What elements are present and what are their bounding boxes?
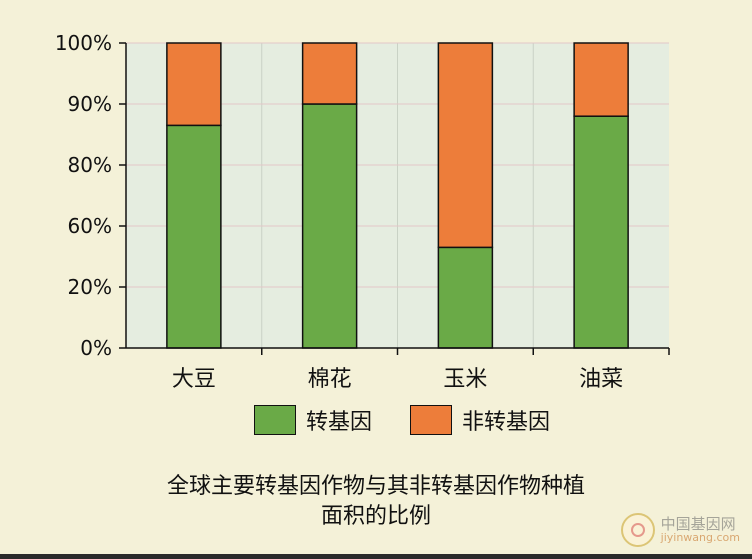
x-tick-label: 油菜 xyxy=(579,367,623,392)
tick-labels: 0% 20% 60% 80% 90% 100% 大豆 棉花 玉米 油菜 xyxy=(55,31,623,392)
caption-line-1: 全球主要转基因作物与其非转基因作物种植 xyxy=(166,474,585,499)
x-tick-label: 大豆 xyxy=(172,367,216,392)
bar-segment-gm xyxy=(573,115,629,349)
chart: 0% 20% 60% 80% 90% 100% 大豆 棉花 玉米 油菜 xyxy=(55,31,670,392)
x-tick-label: 玉米 xyxy=(443,367,487,392)
legend-item-gm: 转基因 xyxy=(254,404,372,436)
bar-segment-gm xyxy=(166,124,222,349)
y-tick-label: 20% xyxy=(68,275,112,299)
bar-segment-non-gm xyxy=(166,42,222,127)
legend: 转基因 非转基因 xyxy=(254,404,588,436)
y-tick-label: 90% xyxy=(68,92,112,116)
bar-segment-non-gm xyxy=(437,42,494,249)
watermark: 中国基因网 jiyinwang.com xyxy=(620,513,740,547)
watermark-url: jiyinwang.com xyxy=(660,531,740,545)
legend-label-gm: 转基因 xyxy=(306,410,373,435)
dna-logo-icon xyxy=(620,513,655,547)
bars xyxy=(166,42,629,349)
axes xyxy=(119,42,670,355)
bar-segment-non-gm xyxy=(573,42,629,117)
y-tick-label: 100% xyxy=(55,31,112,55)
y-tick-label: 80% xyxy=(68,153,112,177)
chart-caption: 全球主要转基因作物与其非转基因作物种植 面积的比例 xyxy=(0,472,752,532)
watermark-name: 中国基因网 xyxy=(660,514,736,533)
legend-swatch-gm xyxy=(254,405,296,435)
bar-segment-non-gm xyxy=(301,42,358,105)
y-tick-label: 0% xyxy=(80,336,112,360)
legend-label-non-gm: 非转基因 xyxy=(462,410,551,435)
bar-segment-gm xyxy=(301,103,358,349)
legend-swatch-non-gm xyxy=(410,405,453,435)
legend-item-non-gm: 非转基因 xyxy=(410,404,550,436)
bottom-border xyxy=(0,554,752,559)
bar-segment-gm xyxy=(437,246,494,349)
x-tick-label: 棉花 xyxy=(308,367,352,392)
caption-line-2: 面积的比例 xyxy=(320,504,431,529)
y-tick-label: 60% xyxy=(68,214,112,238)
